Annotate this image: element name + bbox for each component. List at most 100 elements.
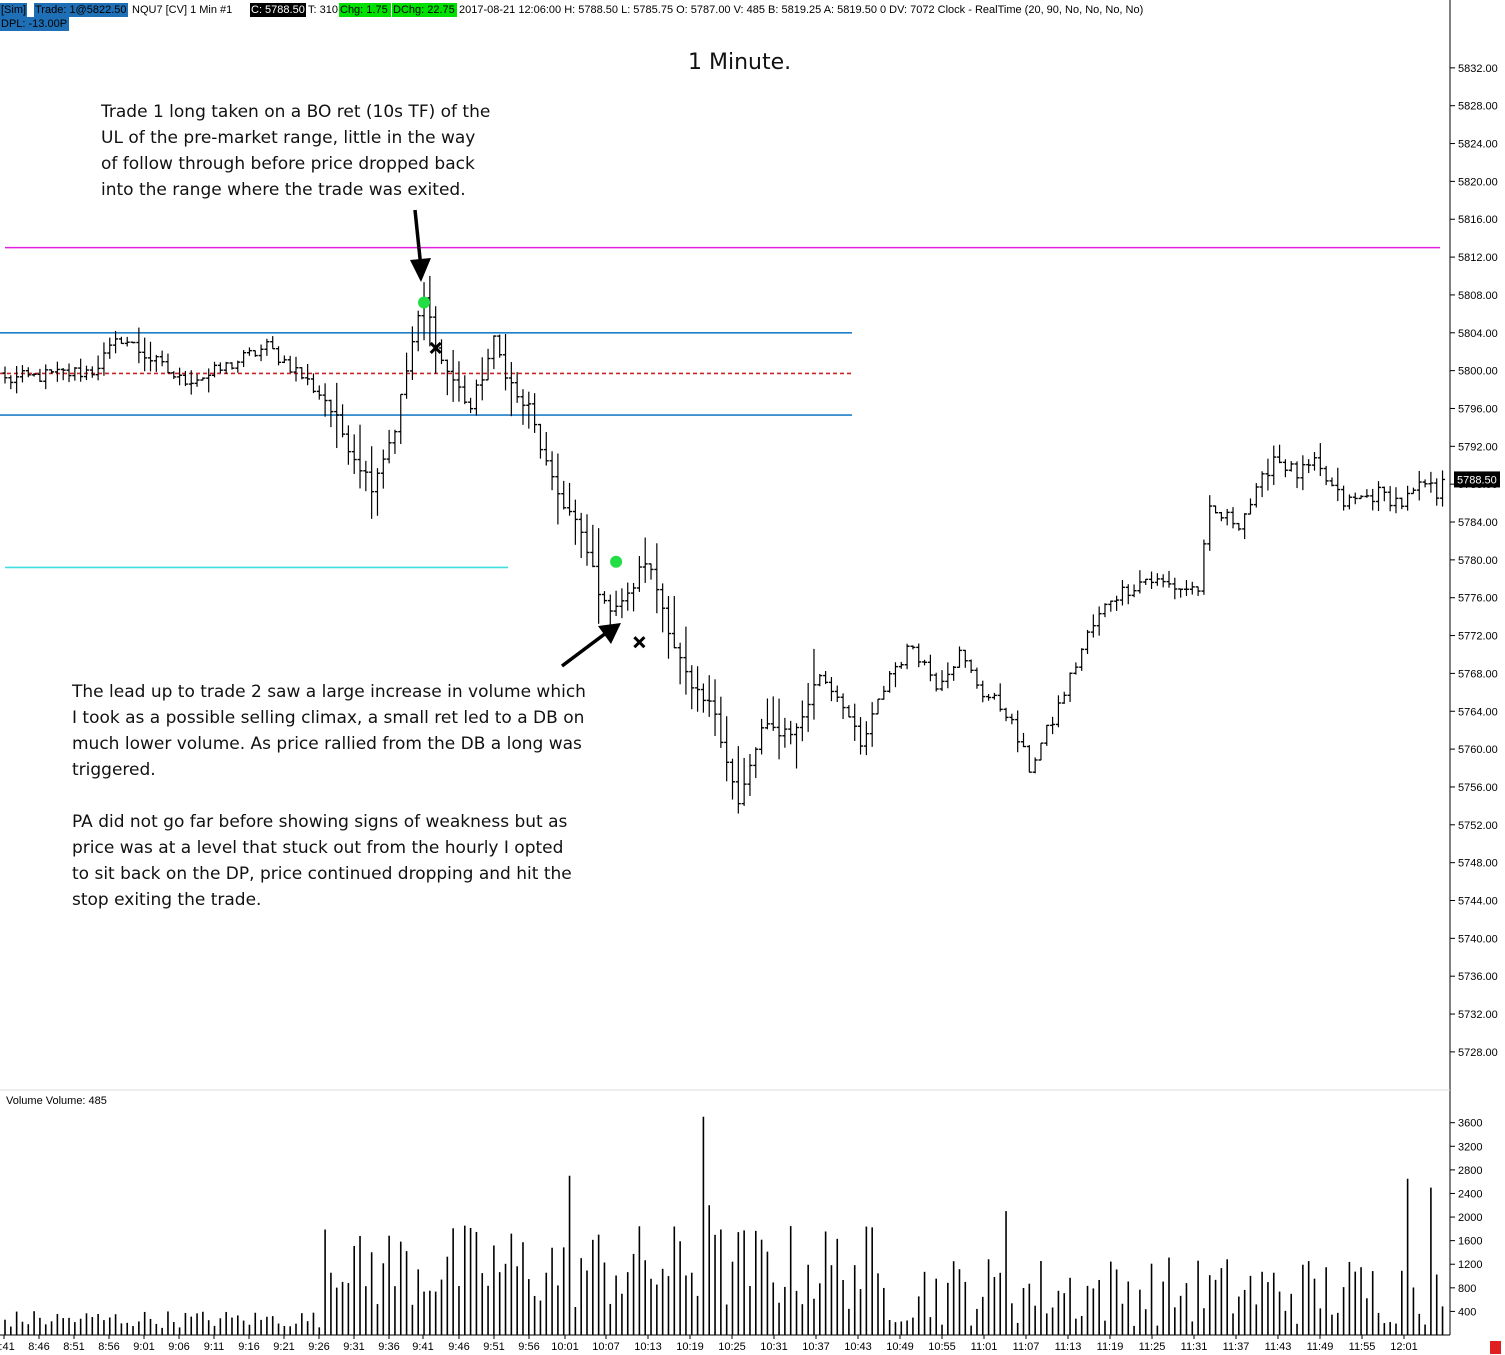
time-tick-label: 11:19	[1097, 1341, 1124, 1353]
time-tick-label: 9:51	[483, 1341, 504, 1353]
time-tick-label: 9:11	[204, 1341, 225, 1353]
bar-info: 2017-08-21 12:06:00 H: 5788.50 L: 5785.7…	[459, 4, 1144, 16]
dpl-badge: DPL: -13.00P	[0, 17, 69, 31]
time-tick-label: 10:07	[592, 1341, 620, 1353]
dchg-badge: DChg: 22.75	[392, 3, 457, 17]
price-tick-label: 5764.00	[1458, 706, 1498, 718]
level-lines	[0, 246, 1440, 569]
volume-tick-label: 3600	[1458, 1118, 1482, 1130]
price-tick-label: 5812.00	[1458, 252, 1498, 264]
price-tick-label: 5728.00	[1458, 1047, 1498, 1059]
price-tick-label: 5744.00	[1458, 895, 1498, 907]
time-tick-label: 8:46	[28, 1341, 49, 1353]
trade2-annotation: The lead up to trade 2 saw a large incre…	[72, 682, 586, 910]
price-tick-label: 5820.00	[1458, 176, 1498, 188]
price-tick-label: 5804.00	[1458, 328, 1498, 340]
price-tick-label: 5756.00	[1458, 782, 1498, 794]
chart-title: 1 Minute.	[688, 50, 792, 75]
price-tick-label: 5748.00	[1458, 858, 1498, 870]
time-tick-label: 11:31	[1181, 1341, 1208, 1353]
time-tick-label: 9:31	[343, 1341, 364, 1353]
price-tick-label: 5832.00	[1458, 63, 1498, 75]
time-tick-label: 10:19	[676, 1341, 704, 1353]
trade2-arrow	[560, 631, 608, 668]
time-tick-label: 10:31	[760, 1341, 788, 1353]
price-tick-label: 5736.00	[1458, 971, 1498, 983]
price-tick-label: 5740.00	[1458, 933, 1498, 945]
time-tick-label: 10:25	[718, 1341, 746, 1353]
time-tick-label: 9:41	[412, 1341, 433, 1353]
exit-marker	[633, 636, 646, 649]
price-tick-label: 5752.00	[1458, 820, 1498, 832]
volume-tick-label: 3200	[1458, 1141, 1482, 1153]
time-tick-label: 11:49	[1307, 1341, 1334, 1353]
time-tick-label: 11:55	[1349, 1341, 1376, 1353]
exit-marker	[429, 341, 442, 354]
chg-badge: Chg: 1.75	[339, 3, 391, 17]
time-tick-label: 9:36	[378, 1341, 399, 1353]
close-badge: C: 5788.50	[250, 3, 306, 17]
time-tick-label: 10:37	[802, 1341, 830, 1353]
current-price-box	[1454, 471, 1500, 488]
price-tick-label: 5776.00	[1458, 593, 1498, 605]
trade-markers	[410, 209, 646, 668]
price-tick-label: 5732.00	[1458, 1009, 1498, 1021]
time-tick-label: 9:56	[518, 1341, 539, 1353]
ticks-label: T: 310	[308, 4, 338, 16]
volume-bars	[4, 1116, 1444, 1335]
time-tick-label: 11:13	[1055, 1341, 1082, 1353]
price-tick-label: 5796.00	[1458, 403, 1498, 415]
current-price-label: 5788.50	[1457, 474, 1497, 486]
price-bars	[2, 275, 1446, 814]
time-tick-label: 8:41	[0, 1341, 15, 1353]
time-tick-label: 10:13	[634, 1341, 662, 1353]
price-tick-label: 5816.00	[1458, 214, 1498, 226]
price-axis[interactable]: 5832.00 5828.00 5824.00 5820.00 5816.00 5812.…	[1450, 63, 1500, 1319]
entry-marker	[610, 555, 623, 568]
time-axis[interactable]: 8:41 8:46 8:51 8:56 9:01 9:06 9:11 9:16 9:21 9:26…	[0, 1335, 1501, 1354]
time-tick-label: 10:55	[928, 1341, 956, 1353]
trade1-annotation: Trade 1 long taken on a BO ret (10s TF) …	[101, 102, 491, 200]
price-tick-label: 5772.00	[1458, 631, 1498, 643]
time-tick-label: 11:07	[1013, 1341, 1040, 1353]
scroll-indicator	[1490, 1341, 1501, 1354]
trade1-arrow	[413, 209, 423, 269]
volume-tick-label: 2400	[1458, 1188, 1482, 1200]
time-tick-label: 9:06	[168, 1341, 189, 1353]
price-tick-label: 5828.00	[1458, 101, 1498, 113]
time-tick-label: 11:37	[1223, 1341, 1250, 1353]
price-tick-label: 5792.00	[1458, 441, 1498, 453]
time-tick-label: 9:16	[238, 1341, 259, 1353]
volume-tick-label: 2800	[1458, 1165, 1482, 1177]
volume-tick-label: 400	[1458, 1306, 1476, 1318]
time-tick-label: 9:26	[308, 1341, 329, 1353]
time-tick-label: 10:49	[886, 1341, 914, 1353]
axes	[0, 0, 1451, 1336]
volume-tick-label: 1600	[1458, 1236, 1482, 1248]
time-tick-label: 8:56	[98, 1341, 119, 1353]
volume-panel-label: Volume Volume: 485	[6, 1095, 107, 1107]
price-tick-label: 5800.00	[1458, 366, 1498, 378]
time-tick-label: 9:46	[448, 1341, 469, 1353]
time-tick-label: 9:01	[133, 1341, 154, 1353]
price-tick-label: 5768.00	[1458, 668, 1498, 680]
volume-tick-label: 2000	[1458, 1212, 1482, 1224]
entry-marker	[418, 296, 431, 309]
time-tick-label: 12:01	[1390, 1341, 1418, 1353]
time-tick-label: 10:43	[844, 1341, 872, 1353]
time-tick-label: 11:25	[1139, 1341, 1166, 1353]
time-tick-label: 11:43	[1265, 1341, 1292, 1353]
trade2-arrowhead	[598, 623, 621, 644]
sim-badge: [Sim]	[0, 3, 28, 17]
instrument-label: NQU7 [CV] 1 Min #1	[132, 4, 233, 16]
price-tick-label: 5780.00	[1458, 555, 1498, 567]
trade1-arrowhead	[410, 258, 431, 282]
volume-tick-label: 800	[1458, 1283, 1476, 1295]
time-tick-label: 8:51	[63, 1341, 84, 1353]
time-tick-label: 10:01	[551, 1341, 579, 1353]
volume-tick-label: 1200	[1458, 1259, 1482, 1271]
price-tick-label: 5784.00	[1458, 517, 1498, 529]
time-tick-label: 11:01	[971, 1341, 998, 1353]
price-tick-label: 5824.00	[1458, 139, 1498, 151]
